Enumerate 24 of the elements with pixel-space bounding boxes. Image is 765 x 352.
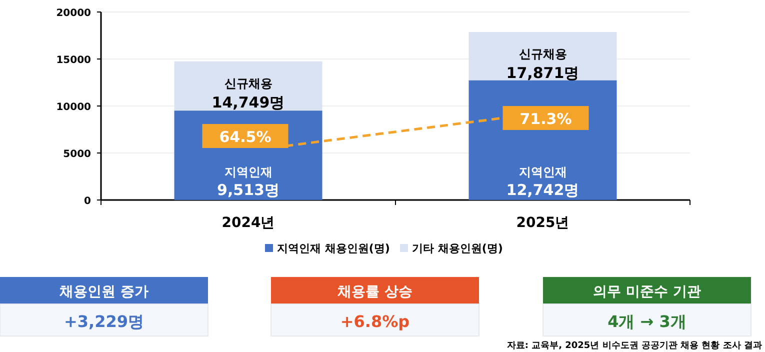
text: 자료: 교육부, 2025년 비수도권 공공기관 채용 현황 조사 결과 <box>506 341 762 351</box>
y-tick-label: 20000 <box>56 8 92 19</box>
data-label: 지역인재 12,742명 <box>506 165 580 199</box>
legend-label: 기타 채용인원(명) <box>412 242 503 255</box>
y-tick-label: 10000 <box>56 102 92 113</box>
total-label: 신규채용 14,749명 <box>212 76 285 112</box>
bar <box>174 61 322 111</box>
y-tick-label: 0 <box>84 196 92 207</box>
text: 채용인원 증가 <box>58 284 148 300</box>
text: 의무 미준수 기관 <box>593 284 701 300</box>
y-tick-label: 15000 <box>56 55 92 66</box>
text: 4개 → 3개 <box>608 312 686 331</box>
annotation: 71.3% <box>520 110 572 128</box>
y-tick-label: 5000 <box>63 149 92 160</box>
annotation: 64.5% <box>219 128 272 146</box>
text: +6.8%p <box>340 312 410 331</box>
text: 채용률 상승 <box>336 284 412 300</box>
bar <box>468 32 617 80</box>
total-label: 신규채용 17,871명 <box>506 47 580 82</box>
x-tick-label: 2024년 <box>222 215 275 231</box>
legend-label: 지역인재 채용인원(명) <box>276 242 390 255</box>
data-label: 지역인재 9,513명 <box>217 165 280 199</box>
x-tick-label: 2025년 <box>516 215 570 231</box>
text: +3,229명 <box>64 312 144 331</box>
